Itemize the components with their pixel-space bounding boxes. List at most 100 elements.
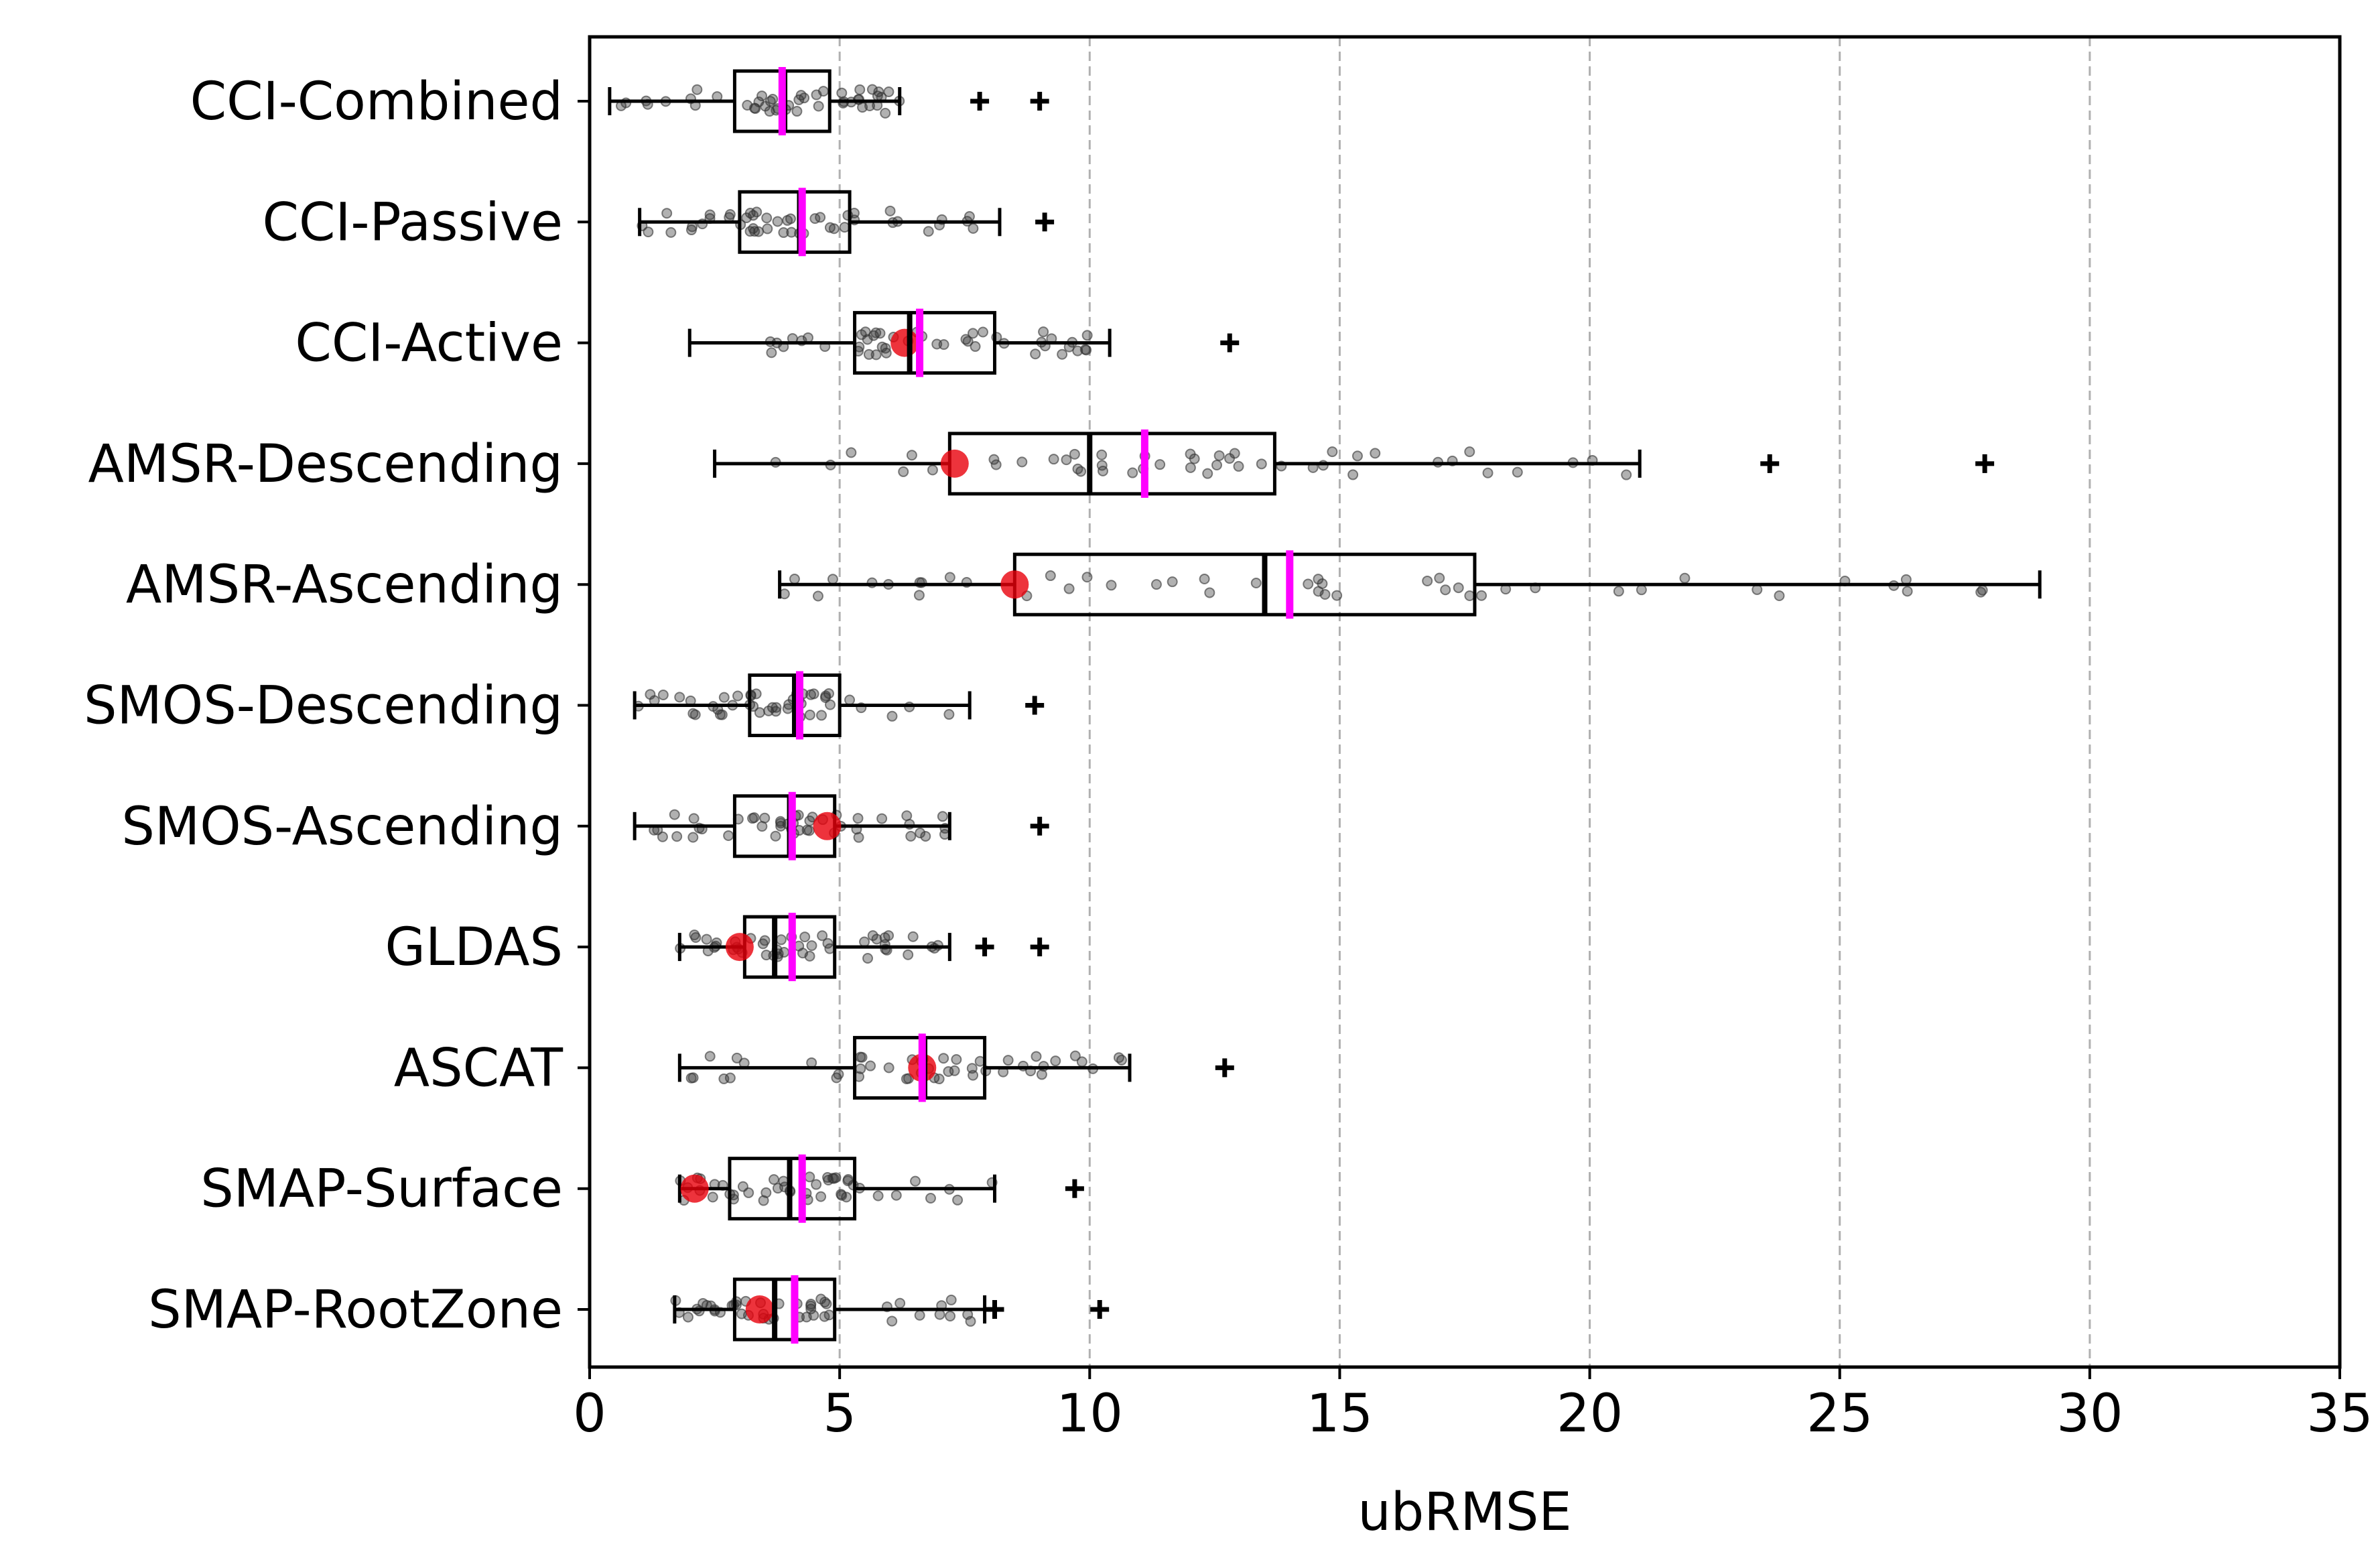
data-point [934,1309,945,1320]
point-cloud [765,326,1093,361]
data-point [1370,448,1381,459]
box-group [673,1275,1110,1344]
data-point [943,709,955,720]
data-point [685,1072,697,1084]
data-point [872,1190,884,1202]
data-point [945,1294,957,1305]
data-point [751,206,763,218]
data-point [1347,469,1359,480]
data-point [806,1057,817,1068]
data-point [747,813,758,824]
data-point [778,1175,789,1187]
data-point [775,820,787,832]
data-point [819,1311,830,1322]
data-point [923,226,934,237]
iqr-box [738,190,852,254]
data-point [707,1191,718,1203]
x-tick-label: 0 [573,1384,606,1444]
data-point [1440,584,1451,596]
data-point [762,223,773,235]
data-point [865,1060,876,1072]
data-point [1902,586,1913,597]
data-point [931,338,943,350]
data-point [952,1194,964,1206]
data-point [804,815,815,826]
data-point [657,831,668,842]
data-point [920,830,931,842]
data-point [759,935,771,946]
data-point [778,227,789,239]
x-tick-label: 30 [2056,1384,2123,1444]
data-point [704,1051,716,1062]
box-group [677,1154,1084,1223]
data-point [1031,1051,1042,1062]
data-point [767,94,779,105]
data-point [901,810,913,822]
data-point [1072,463,1083,474]
data-point [898,466,909,477]
data-point [836,87,848,99]
y-tick-label: CCI-Active [295,314,563,374]
y-tick-label: SMAP-RootZone [148,1280,563,1340]
data-point [1154,459,1166,470]
iqr-box [853,311,996,375]
data-point [661,208,673,219]
outlier-marker [1065,1179,1084,1198]
data-point [871,933,882,945]
data-point [766,347,777,359]
data-point [1063,583,1075,594]
reference-point [680,1174,709,1203]
data-point [691,84,703,95]
data-point [815,212,826,223]
data-point [1204,587,1215,598]
data-point [682,1311,693,1323]
data-point [1096,449,1108,460]
data-point [824,699,836,710]
y-axis-ticks: CCI-Combined CCI-Passive CCI-Active AMSR-De… [84,72,590,1340]
data-point [1464,590,1475,601]
data-point [1613,586,1624,597]
data-point [1679,572,1691,584]
data-point [1256,458,1267,470]
data-point [811,1179,822,1190]
data-point [895,1297,906,1309]
data-point [815,710,827,721]
data-point [782,214,793,226]
x-tick-label: 10 [1057,1384,1123,1444]
data-point [862,334,873,345]
point-cloud [670,1293,976,1327]
data-point [1199,573,1210,584]
outlier-marker [1030,92,1049,111]
data-point [1079,344,1091,355]
data-point [1002,1055,1014,1066]
x-axis-title: ubRMSE [1358,1482,1571,1543]
data-point [937,811,948,822]
data-point [793,825,805,836]
data-point [968,222,979,234]
data-point [811,89,822,101]
box-group [608,67,1049,135]
y-tick-label: GLDAS [385,917,563,978]
grid-lines [838,37,2091,1367]
data-point [1116,1054,1127,1065]
data-point [1303,578,1314,590]
data-point [723,830,734,841]
data-point [741,212,752,224]
data-point [724,209,736,220]
data-point [884,205,896,216]
data-point [1224,453,1236,464]
data-point [944,572,955,583]
data-point [821,1298,832,1309]
data-point [657,690,669,701]
data-point [841,1191,852,1203]
data-point [915,827,926,838]
data-point [1751,584,1763,595]
data-point [799,931,811,943]
data-point [927,464,938,476]
y-tick-label: AMSR-Ascending [126,555,563,615]
data-point [967,328,978,339]
data-point [828,223,840,235]
data-point [876,813,888,824]
x-tick-label: 35 [2306,1384,2373,1444]
data-point [804,950,815,962]
